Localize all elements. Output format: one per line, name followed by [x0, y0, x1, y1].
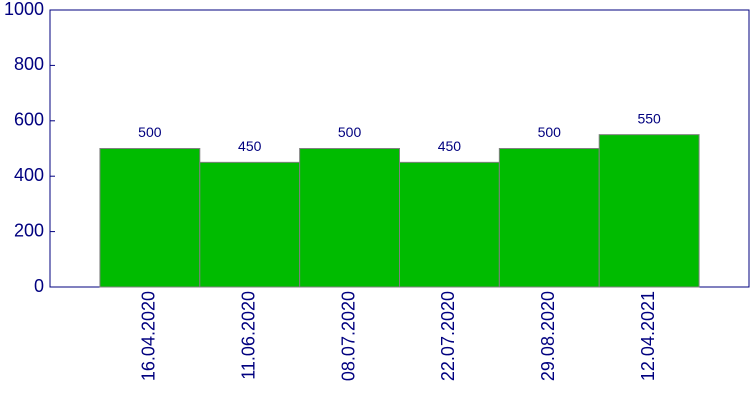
bar	[199, 161, 301, 288]
bar	[598, 134, 700, 288]
y-tick-label: 800	[14, 54, 44, 74]
x-tick-label: 22.07.2020	[438, 291, 458, 381]
x-tick-label: 16.04.2020	[139, 291, 159, 381]
y-tick-label: 200	[14, 220, 44, 240]
x-tick-label: 12.04.2021	[638, 291, 658, 381]
x-tick-label: 11.06.2020	[238, 291, 258, 380]
y-tick-label: 400	[14, 165, 44, 185]
value-label: 550	[637, 110, 661, 126]
bar	[498, 148, 600, 288]
value-label: 500	[538, 124, 562, 140]
y-tick-label: 1000	[4, 0, 44, 19]
y-tick-label: 0	[34, 276, 44, 296]
x-tick-label: 29.08.2020	[538, 291, 558, 381]
bar	[399, 161, 500, 288]
bar	[299, 148, 400, 288]
x-tick-label: 08.07.2020	[338, 291, 358, 381]
value-label: 500	[338, 124, 362, 140]
value-label: 500	[138, 124, 162, 140]
value-label: 450	[438, 138, 462, 154]
y-tick-label: 600	[14, 110, 44, 130]
bar	[99, 148, 201, 288]
value-label: 450	[238, 138, 262, 154]
